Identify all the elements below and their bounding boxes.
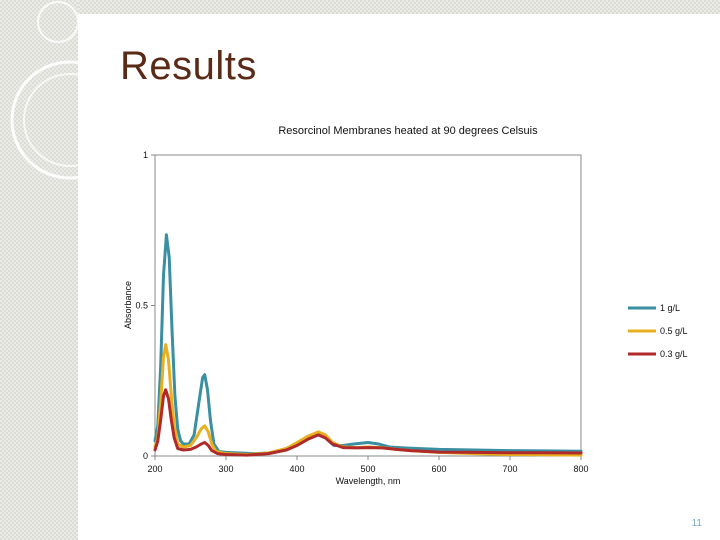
slide-title: Results (120, 44, 257, 88)
top-decorative-border (78, 0, 720, 14)
y-tick-label: 0 (143, 451, 148, 461)
legend-label-1: 0.5 g/L (660, 326, 688, 336)
y-axis-label: Absorbance (123, 281, 133, 329)
x-tick-label: 400 (289, 464, 304, 474)
series-line-1 (153, 343, 583, 457)
left-decorative-border (0, 0, 78, 540)
x-tick-label: 800 (573, 464, 588, 474)
x-tick-label: 300 (218, 464, 233, 474)
x-tick-label: 600 (431, 464, 446, 474)
legend-label-0: 1 g/L (660, 303, 680, 313)
x-tick-label: 700 (502, 464, 517, 474)
y-tick-label: 1 (143, 150, 148, 160)
x-axis-label: Wavelength, nm (336, 476, 401, 486)
series-line-0 (153, 233, 583, 456)
decorative-circles (10, 1, 130, 180)
x-tick-label: 500 (360, 464, 375, 474)
series-lines (153, 233, 583, 457)
series-line-2 (153, 388, 583, 457)
axis-ticks: 200 300 400 500 600 700 800 0 0.5 1 (135, 150, 588, 474)
y-tick-label: 0.5 (135, 301, 148, 311)
x-tick-label: 200 (147, 464, 162, 474)
slide-number: 11 (691, 518, 702, 529)
legend: 1 g/L 0.5 g/L 0.3 g/L (628, 303, 688, 359)
chart-title: Resorcinol Membranes heated at 90 degree… (278, 125, 538, 137)
legend-label-2: 0.3 g/L (660, 349, 688, 359)
plot-area-frame (154, 154, 582, 457)
